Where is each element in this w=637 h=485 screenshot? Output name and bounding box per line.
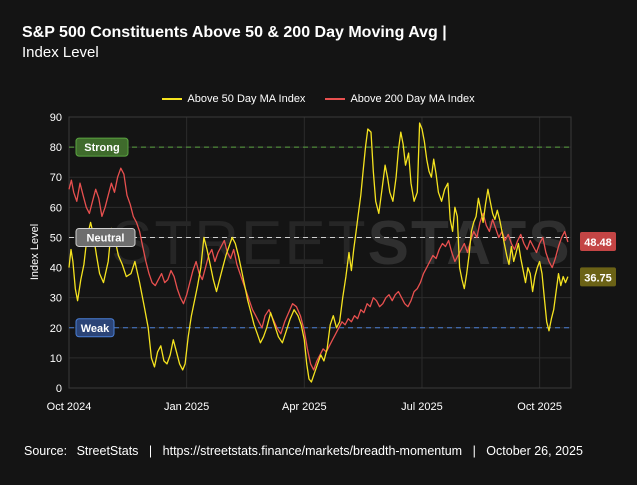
footer-source-name[interactable]: StreetStats: [76, 444, 139, 458]
y-ticks: 0 10 20 30 40 50 60 70 80 90: [50, 112, 62, 395]
legend: Above 50 Day MA Index Above 200 Day MA I…: [0, 93, 637, 105]
last-value-labels: 48.48 36.75: [580, 232, 616, 287]
x-tick-label: Oct 2025: [517, 401, 562, 413]
y-tick-label: 0: [56, 383, 62, 395]
footer-separator: |: [472, 444, 476, 458]
last-value-ma50: 36.75: [584, 272, 612, 284]
footer: Source: StreetStats | https://streetstat…: [24, 444, 583, 458]
y-tick-label: 20: [50, 323, 62, 335]
y-tick-label: 10: [50, 353, 62, 365]
series-layer: [68, 122, 569, 383]
footer-separator: |: [148, 444, 153, 458]
series-line-ma50: [68, 122, 569, 383]
y-axis-label: Index Level: [29, 224, 41, 280]
footer-source-label: Source:: [24, 444, 68, 458]
y-tick-label: 50: [50, 232, 62, 244]
last-value-box-ma200: [580, 232, 616, 252]
x-tick-label: Jul 2025: [401, 401, 443, 413]
footer-date: October 26, 2025: [486, 444, 583, 458]
reference-lines: [69, 146, 571, 329]
legend-item-ma200[interactable]: Above 200 Day MA Index: [325, 93, 475, 105]
x-tick-label: Oct 2024: [47, 401, 92, 413]
badge-weak: [75, 318, 115, 338]
legend-label-ma200: Above 200 Day MA Index: [350, 93, 475, 105]
legend-swatch-ma200: [325, 98, 346, 100]
badge-label-neutral: Neutral: [87, 232, 125, 244]
x-ticks: Oct 2024 Jan 2025 Apr 2025 Jul 2025 Oct 2025: [47, 401, 562, 413]
watermark: STREETSTATS: [111, 209, 572, 278]
legend-item-ma50[interactable]: Above 50 Day MA Index: [162, 93, 305, 105]
badge-label-weak: Weak: [81, 323, 110, 335]
y-tick-label: 30: [50, 293, 62, 305]
y-tick-label: 40: [50, 263, 62, 275]
series-line-ma200: [68, 167, 569, 371]
footer-url[interactable]: https://streetstats.finance/markets/brea…: [162, 444, 463, 458]
y-tick-label: 60: [50, 202, 62, 214]
last-value-ma200: 48.48: [584, 237, 612, 249]
badge-strong: [75, 137, 129, 157]
badge-label-strong: Strong: [84, 142, 119, 154]
y-tick-label: 80: [50, 142, 62, 154]
plot-frame: [68, 116, 572, 389]
x-tick-label: Apr 2025: [282, 401, 327, 413]
chart-subtitle: Index Level: [22, 44, 99, 61]
y-tick-label: 70: [50, 172, 62, 184]
y-tick-label: 90: [50, 112, 62, 124]
badge-neutral: [75, 227, 136, 247]
x-tick-label: Jan 2025: [164, 401, 209, 413]
band-badges: Strong Neutral Weak: [75, 137, 136, 338]
chart-title: S&P 500 Constituents Above 50 & 200 Day …: [22, 24, 447, 41]
last-value-box-ma50: [580, 267, 616, 287]
legend-swatch-ma50: [162, 98, 183, 100]
legend-label-ma50: Above 50 Day MA Index: [187, 93, 306, 105]
